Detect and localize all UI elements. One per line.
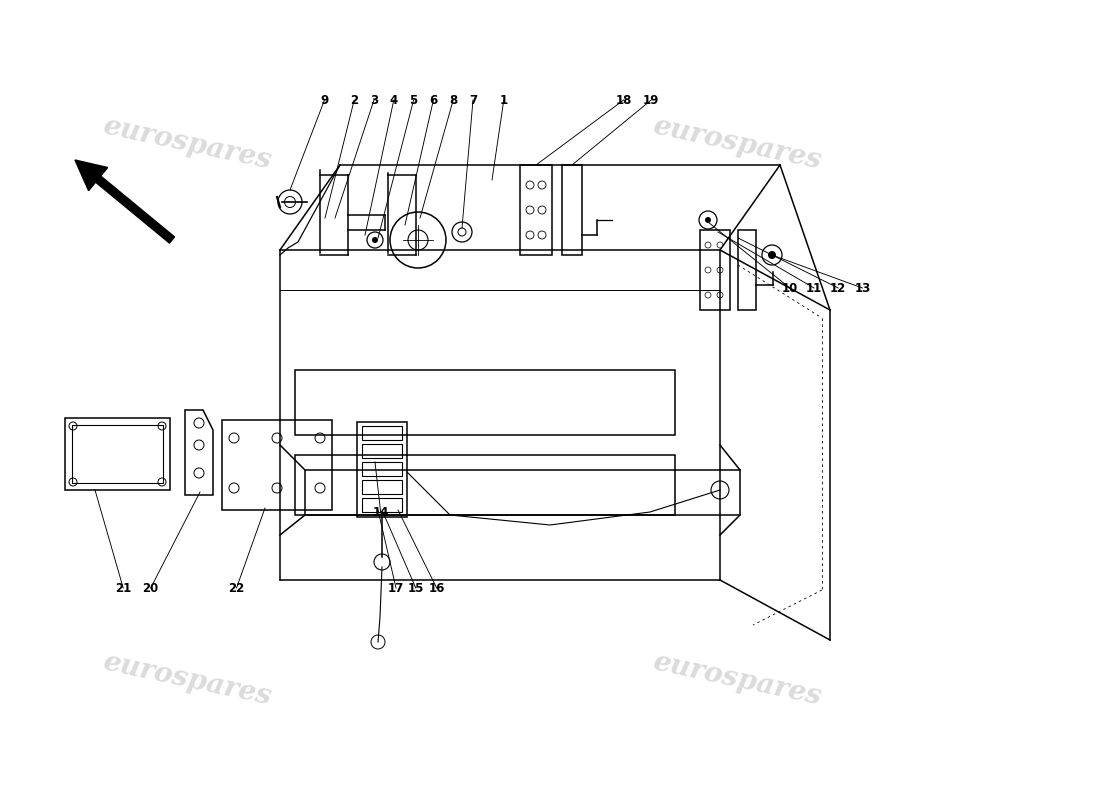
Text: 13: 13: [855, 282, 870, 294]
Bar: [362, 480, 402, 494]
Bar: [65, 418, 170, 490]
FancyArrow shape: [75, 160, 175, 243]
Bar: [362, 462, 402, 476]
Text: eurospares: eurospares: [650, 649, 824, 711]
Text: 6: 6: [429, 94, 438, 106]
Text: eurospares: eurospares: [650, 113, 824, 175]
Text: 7: 7: [469, 94, 477, 106]
Text: 20: 20: [143, 582, 158, 594]
Text: 10: 10: [782, 282, 797, 294]
Text: 16: 16: [429, 582, 444, 594]
Text: 17: 17: [388, 582, 404, 594]
Bar: [72, 425, 163, 483]
Text: 18: 18: [616, 94, 631, 106]
Circle shape: [705, 217, 711, 223]
Text: 8: 8: [449, 94, 458, 106]
Bar: [700, 230, 730, 310]
Circle shape: [768, 251, 776, 259]
Bar: [562, 165, 582, 255]
Bar: [362, 444, 402, 458]
Circle shape: [372, 237, 378, 243]
Bar: [295, 455, 675, 515]
Text: 22: 22: [229, 582, 244, 594]
Text: eurospares: eurospares: [100, 649, 274, 711]
Text: 19: 19: [644, 94, 659, 106]
Text: 2: 2: [350, 94, 359, 106]
Text: 1: 1: [499, 94, 508, 106]
Text: 21: 21: [116, 582, 131, 594]
Text: 5: 5: [409, 94, 418, 106]
Text: 11: 11: [806, 282, 822, 294]
Bar: [222, 420, 332, 510]
Bar: [738, 230, 756, 310]
Text: 3: 3: [370, 94, 378, 106]
Text: 4: 4: [389, 94, 398, 106]
Bar: [362, 426, 402, 440]
Bar: [358, 422, 407, 517]
Bar: [362, 498, 402, 512]
Bar: [520, 165, 552, 255]
Text: eurospares: eurospares: [100, 113, 274, 175]
Text: 9: 9: [320, 94, 329, 106]
Text: 15: 15: [408, 582, 424, 594]
Text: 14: 14: [373, 506, 388, 518]
Text: 12: 12: [830, 282, 846, 294]
Bar: [295, 370, 675, 435]
